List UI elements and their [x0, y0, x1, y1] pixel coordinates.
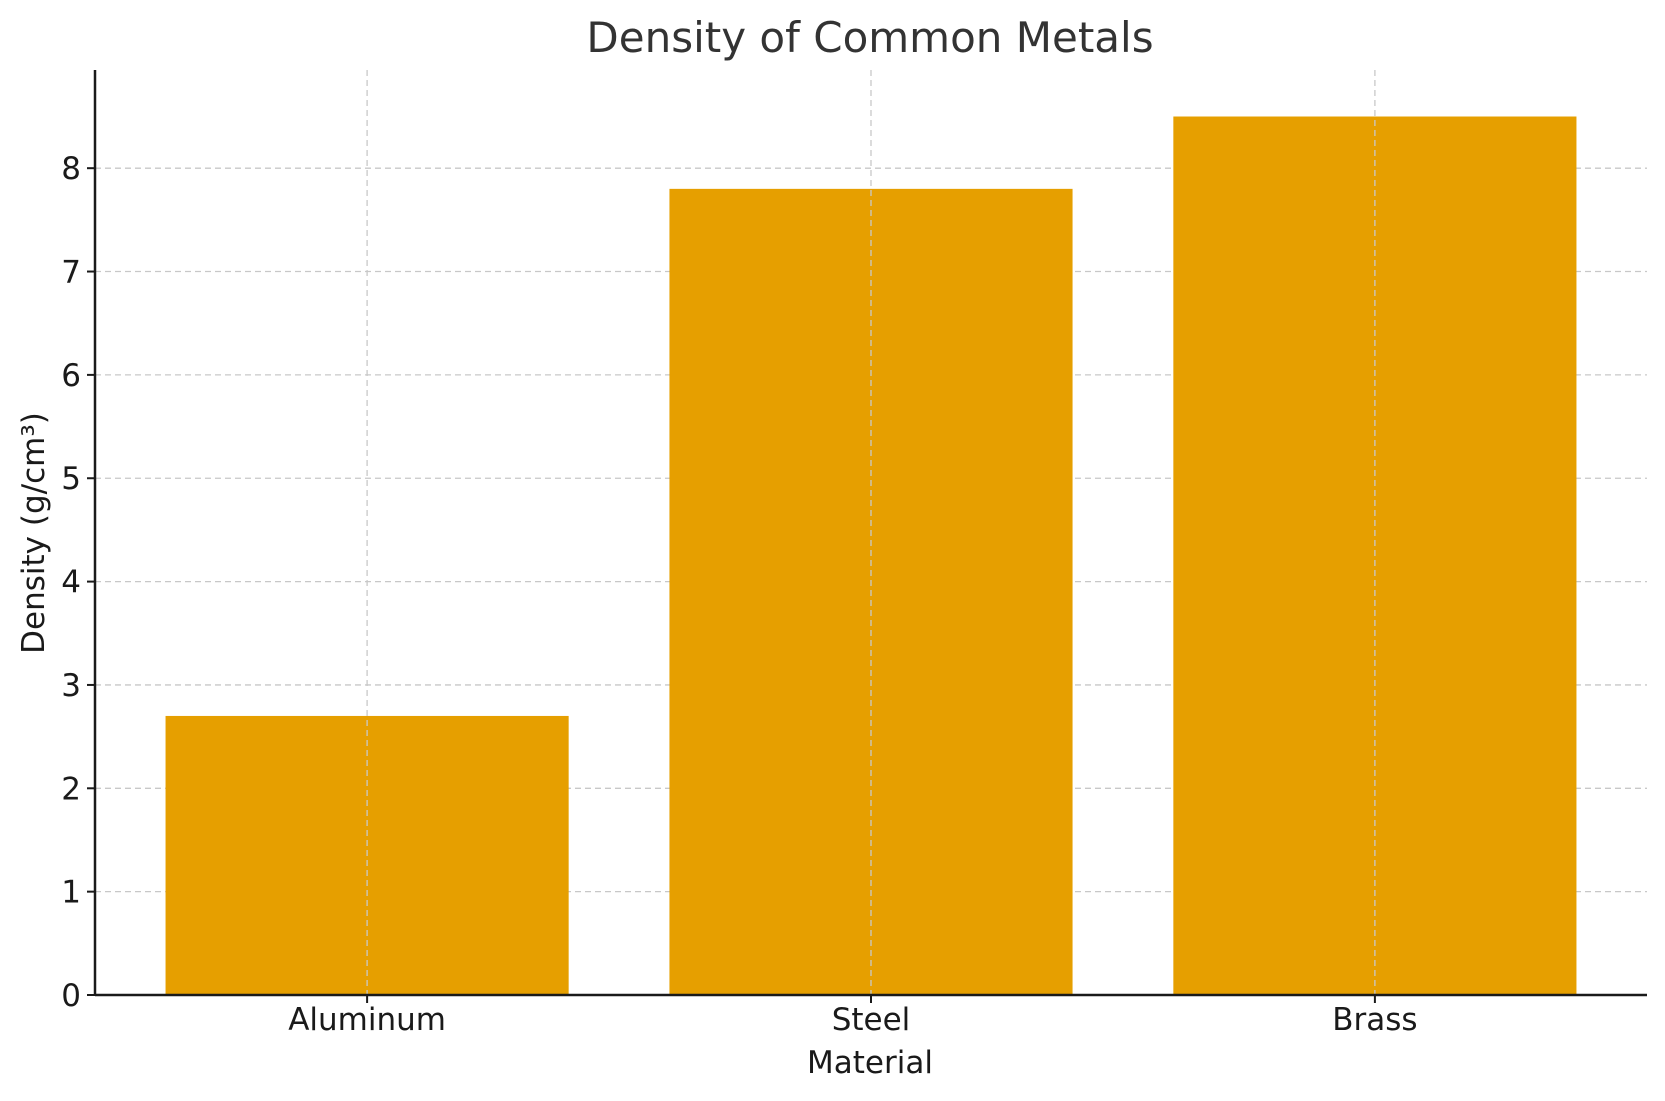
x-axis-label: Material	[807, 1045, 933, 1081]
y-tick-label: 8	[61, 151, 81, 187]
y-ticks: 0 1 2 3 4 5 6 7 8	[61, 151, 95, 1014]
x-grid-lines	[366, 70, 1376, 995]
x-tick-label: Steel	[832, 1002, 911, 1038]
y-tick-label: 2	[61, 771, 81, 807]
y-tick-label: 7	[61, 255, 81, 291]
y-tick-label: 3	[61, 668, 81, 704]
y-tick-label: 1	[61, 875, 81, 911]
y-tick-label: 6	[61, 358, 81, 394]
y-axis-label: Density (g/cm³)	[16, 412, 52, 654]
x-ticks: Aluminum Steel Brass	[288, 995, 1418, 1038]
y-tick-label: 4	[61, 565, 81, 601]
y-tick-label: 5	[61, 461, 81, 497]
chart-title: Density of Common Metals	[586, 13, 1153, 62]
x-tick-label: Brass	[1332, 1002, 1417, 1038]
y-tick-label: 0	[61, 978, 81, 1014]
x-tick-label: Aluminum	[288, 1002, 446, 1038]
